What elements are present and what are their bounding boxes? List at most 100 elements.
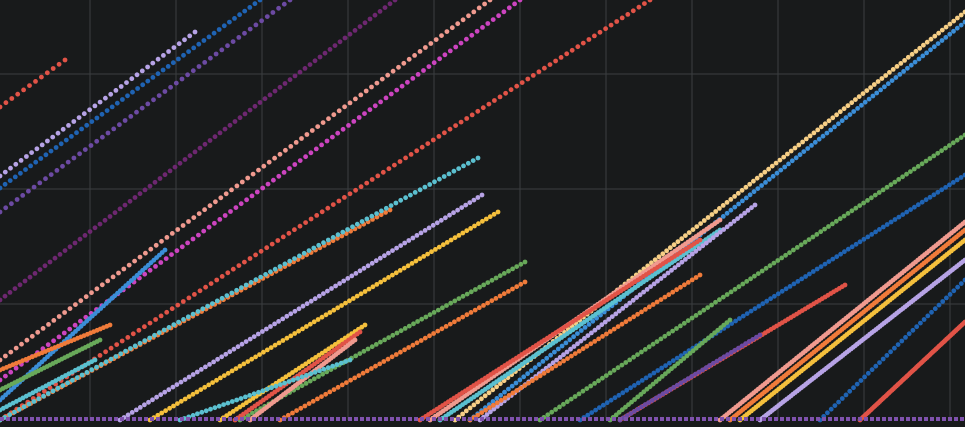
data-point (486, 390, 492, 396)
data-point (436, 244, 442, 250)
data-point (467, 200, 473, 206)
data-point (243, 339, 249, 344)
data-point (902, 58, 907, 63)
data-point (102, 217, 108, 223)
data-point (563, 340, 569, 346)
data-point (530, 378, 535, 384)
data-point (766, 166, 771, 172)
data-point (154, 394, 160, 400)
data-point (73, 302, 78, 307)
data-point (754, 175, 760, 181)
data-point (492, 98, 497, 103)
data-point (458, 119, 464, 125)
data-point (181, 52, 186, 58)
data-point (721, 354, 727, 360)
data-point (347, 31, 353, 37)
data-point (837, 109, 843, 115)
data-point (36, 396, 41, 402)
data-point (924, 50, 929, 56)
data-point (254, 189, 260, 195)
data-point (276, 173, 282, 179)
data-point (295, 376, 301, 381)
data-point (707, 238, 713, 243)
data-point (51, 318, 57, 323)
data-point (630, 297, 636, 303)
data-point (344, 380, 349, 385)
data-point (261, 163, 267, 169)
data-point (302, 403, 308, 409)
data-point (693, 248, 699, 254)
data-point (939, 38, 945, 43)
data-point (259, 18, 264, 24)
data-point (130, 331, 136, 337)
data-point (430, 222, 436, 228)
data-point (576, 348, 582, 354)
data-point (700, 243, 706, 249)
data-point (348, 377, 353, 383)
data-point (522, 259, 528, 265)
data-point (857, 203, 863, 209)
data-point (225, 270, 231, 276)
data-point (614, 19, 620, 24)
data-point (921, 317, 927, 322)
data-point (464, 36, 469, 42)
data-point (889, 78, 895, 83)
data-point (751, 178, 756, 184)
data-point (8, 349, 14, 355)
data-point (356, 115, 362, 120)
data-point (725, 352, 731, 357)
series-39 (817, 277, 965, 423)
data-point (175, 227, 181, 232)
data-point (760, 301, 766, 307)
series-18 (277, 279, 528, 423)
data-point (357, 351, 363, 356)
data-point (803, 274, 808, 279)
data-point (150, 60, 156, 66)
data-point (471, 402, 477, 408)
data-point (697, 272, 703, 278)
data-point (393, 200, 399, 206)
data-point (48, 148, 54, 154)
data-point (493, 296, 499, 301)
data-point (754, 334, 759, 340)
data-point (171, 322, 177, 328)
data-point (604, 331, 609, 337)
data-point (238, 201, 244, 207)
data-point (954, 177, 960, 183)
data-point (532, 365, 538, 370)
data-point (288, 144, 294, 149)
data-point (390, 68, 396, 74)
data-point (947, 292, 953, 297)
data-point (335, 384, 341, 390)
data-point (284, 335, 290, 341)
data-point (417, 187, 423, 193)
data-point (443, 324, 449, 329)
data-point (888, 182, 894, 188)
data-point (306, 248, 312, 254)
data-point (700, 367, 705, 373)
data-point (218, 195, 224, 201)
data-point (447, 321, 453, 327)
data-point (13, 161, 19, 167)
data-point (155, 56, 161, 62)
data-point (377, 361, 383, 367)
data-point (198, 367, 204, 372)
data-point (267, 92, 273, 98)
data-point (323, 391, 329, 397)
data-point (158, 392, 164, 398)
data-point (311, 319, 317, 325)
data-point (727, 317, 733, 323)
data-point (105, 278, 111, 284)
data-point (362, 20, 368, 26)
data-point (667, 360, 672, 366)
data-point (530, 73, 536, 78)
data-point (393, 352, 399, 357)
data-point (525, 371, 530, 377)
data-point (488, 409, 493, 415)
data-point (482, 393, 488, 399)
data-point (564, 349, 570, 355)
data-point (362, 322, 368, 328)
data-point (268, 324, 273, 329)
data-point (901, 69, 906, 74)
